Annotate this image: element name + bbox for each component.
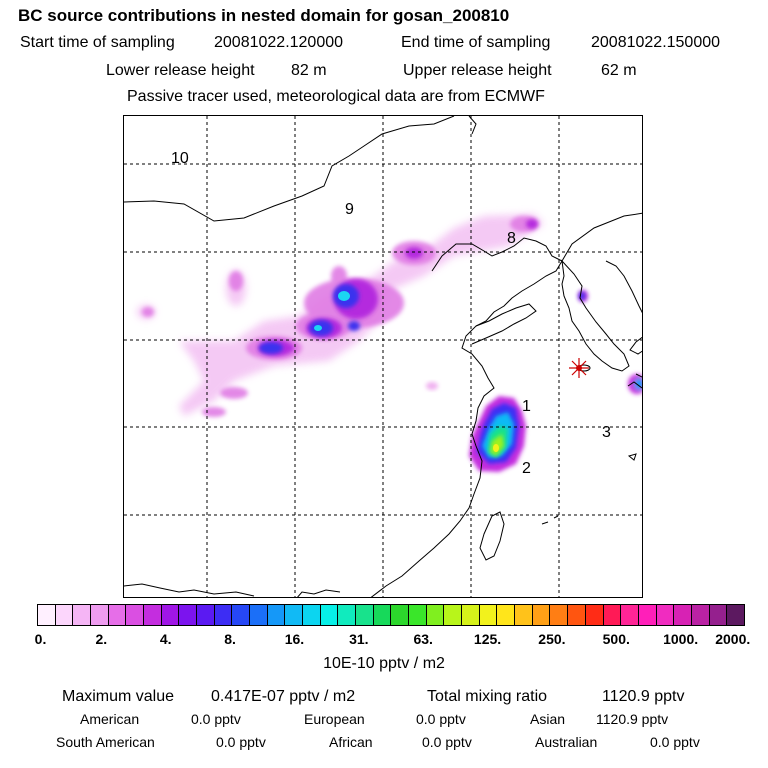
start-time-value: 20081022.120000 [214, 34, 344, 51]
colorbar-segment [638, 605, 657, 625]
source-south-american-value: 0.0 pptv [216, 734, 266, 750]
source-american-value: 0.0 pptv [191, 711, 241, 727]
lat-lon-grid [124, 116, 642, 597]
source-american-name: American [80, 711, 140, 727]
colorbar-segment [250, 605, 268, 625]
colorbar-segment [409, 605, 427, 625]
coastlines [124, 116, 642, 597]
colorbar-segment [426, 605, 445, 625]
source-asian-name: Asian [530, 711, 566, 727]
colorbar-segment [356, 605, 374, 625]
end-time-label: End time of sampling [401, 34, 551, 51]
source-south-american-name: South American [56, 734, 155, 750]
region-label-9: 9 [345, 201, 354, 218]
colorbar-tick-label: 4. [159, 631, 172, 647]
colorbar-segment [674, 605, 692, 625]
colorbar-segment [161, 605, 180, 625]
lower-release-label: Lower release height [106, 62, 255, 79]
colorbar-segment [497, 605, 516, 625]
total-mixing-value: 1120.9 pptv [602, 688, 685, 705]
tracer-note: Passive tracer used, meteorological data… [127, 88, 545, 105]
colorbar-segment [603, 605, 622, 625]
start-time-label: Start time of sampling [20, 34, 175, 51]
colorbar-segment [444, 605, 463, 625]
total-mixing-label: Total mixing ratio [427, 688, 548, 705]
colorbar-segment [214, 605, 233, 625]
max-value: 0.417E-07 pptv / m2 [211, 688, 356, 705]
colorbar-tick-label: 63. [413, 631, 433, 647]
colorbar-segment [144, 605, 162, 625]
colorbar [37, 604, 745, 626]
upper-release-value: 62 m [601, 62, 637, 79]
colorbar-segment [285, 605, 304, 625]
max-value-label: Maximum value [62, 688, 175, 705]
source-asian-value: 1120.9 pptv [596, 711, 669, 727]
region-label-8: 8 [507, 230, 516, 247]
colorbar-unit: 10E-10 pptv / m2 [323, 655, 445, 672]
region-label-3: 3 [602, 424, 611, 441]
colorbar-tick-label: 2. [95, 631, 108, 647]
colorbar-segment [656, 605, 675, 625]
colorbar-segment [585, 605, 604, 625]
source-australian-name: Australian [535, 734, 598, 750]
source-african-name: African [329, 734, 373, 750]
colorbar-segment [126, 605, 145, 625]
colorbar-segment [621, 605, 639, 625]
colorbar-segment [568, 605, 586, 625]
source-european-name: European [304, 711, 365, 727]
colorbar-segment [38, 605, 56, 625]
gosan-station-star [569, 358, 589, 378]
region-label-1: 1 [522, 398, 531, 415]
lower-release-value: 82 m [291, 62, 327, 79]
region-label-10: 10 [171, 150, 189, 167]
colorbar-tick-label: 0. [34, 631, 47, 647]
source-european-value: 0.0 pptv [416, 711, 466, 727]
source-australian-value: 0.0 pptv [650, 734, 700, 750]
colorbar-segment [709, 605, 728, 625]
colorbar-segment [391, 605, 410, 625]
colorbar-segment [550, 605, 569, 625]
colorbar-segment [232, 605, 251, 625]
colorbar-segment [320, 605, 339, 625]
colorbar-segment [479, 605, 498, 625]
colorbar-segment [303, 605, 321, 625]
upper-release-label: Upper release height [403, 62, 552, 79]
colorbar-tick-label: 500. [602, 631, 630, 647]
colorbar-tick-label: 125. [473, 631, 502, 647]
colorbar-segment [691, 605, 710, 625]
source-african-value: 0.0 pptv [422, 734, 472, 750]
colorbar-segment [373, 605, 392, 625]
plot-title: BC source contributions in nested domain… [18, 6, 510, 25]
colorbar-segment [727, 605, 744, 625]
colorbar-segment [91, 605, 109, 625]
colorbar-segment [179, 605, 198, 625]
colorbar-segment [462, 605, 480, 625]
colorbar-tick-label: 8. [224, 631, 236, 647]
colorbar-tick-label: 31. [349, 631, 369, 647]
colorbar-segment [197, 605, 215, 625]
colorbar-segment [108, 605, 127, 625]
colorbar-segment [267, 605, 286, 625]
colorbar-segment [55, 605, 74, 625]
map-canvas [124, 116, 642, 597]
colorbar-tick-label: 250. [538, 631, 566, 647]
region-label-2: 2 [522, 460, 531, 477]
colorbar-segment [515, 605, 533, 625]
colorbar-tick-label: 1000. [663, 631, 699, 647]
colorbar-segment [73, 605, 92, 625]
end-time-value: 20081022.150000 [591, 34, 721, 51]
colorbar-tick-label: 16. [284, 631, 305, 647]
colorbar-segment [532, 605, 551, 625]
colorbar-segment [338, 605, 357, 625]
concentration-plume [137, 214, 642, 472]
map-panel: 10 9 8 1 3 2 [123, 115, 643, 598]
colorbar-tick-label: 2000. [715, 631, 751, 647]
